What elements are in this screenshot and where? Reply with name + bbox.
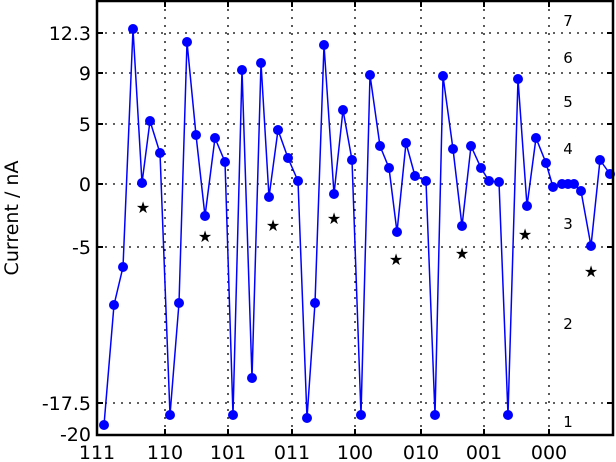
data-point-marker — [569, 179, 579, 189]
star-annotations: ★ ★ ★ ★ ★ ★ ★ ★ — [136, 198, 598, 281]
y-tick-label: 0 — [79, 174, 91, 196]
data-point-marker — [228, 410, 238, 420]
data-point-marker — [99, 420, 109, 430]
data-point-marker — [293, 176, 303, 186]
band-label: 3 — [563, 215, 573, 233]
data-point-marker — [247, 373, 257, 383]
data-point-marker — [155, 148, 165, 158]
data-point-marker — [264, 192, 274, 202]
data-point-marker — [576, 186, 586, 196]
data-series — [99, 24, 615, 430]
series-line — [103, 28, 611, 426]
band-label: 5 — [563, 93, 573, 111]
x-tick-label: 111 — [79, 442, 115, 462]
data-point-marker — [329, 189, 339, 199]
x-tick-label: 010 — [403, 442, 439, 462]
data-point-marker — [448, 144, 458, 154]
x-tick-label: 011 — [274, 442, 310, 462]
data-point-marker — [347, 155, 357, 165]
star-marker-icon: ★ — [389, 250, 403, 269]
x-tick-label: 000 — [531, 442, 567, 462]
data-point-marker — [438, 71, 448, 81]
data-point-marker — [586, 241, 596, 251]
y-tick-label: -17.5 — [42, 393, 91, 415]
data-point-marker — [137, 178, 147, 188]
data-point-marker — [531, 133, 541, 143]
data-point-marker — [457, 221, 467, 231]
data-point-marker — [256, 58, 266, 68]
band-label: 4 — [563, 140, 573, 158]
data-point-marker — [430, 410, 440, 420]
y-tick-label: 9 — [79, 63, 91, 85]
data-point-marker — [283, 153, 293, 163]
star-marker-icon: ★ — [455, 244, 469, 263]
data-point-marker — [237, 65, 247, 75]
data-point-marker — [494, 177, 504, 187]
data-point-marker — [174, 298, 184, 308]
data-point-marker — [109, 300, 119, 310]
data-point-marker — [145, 116, 155, 126]
y-axis-ticks: 12.3 9 5 0 -5 -17.5 -20 — [42, 23, 613, 446]
data-point-marker — [273, 125, 283, 135]
y-tick-label: 12.3 — [49, 23, 91, 45]
y-axis-title: Current / nA — [1, 161, 23, 276]
data-point-marker — [182, 37, 192, 47]
star-marker-icon: ★ — [136, 198, 150, 217]
y-tick-label: 5 — [79, 114, 91, 136]
band-label: 1 — [563, 413, 573, 431]
star-marker-icon: ★ — [327, 209, 341, 228]
star-marker-icon: ★ — [518, 225, 532, 244]
data-point-marker — [165, 410, 175, 420]
data-point-marker — [466, 141, 476, 151]
data-point-marker — [365, 70, 375, 80]
data-point-marker — [384, 163, 394, 173]
star-marker-icon: ★ — [584, 262, 598, 281]
data-point-marker — [200, 211, 210, 221]
band-label: 2 — [563, 315, 573, 333]
star-marker-icon: ★ — [266, 216, 280, 235]
data-point-marker — [410, 171, 420, 181]
data-point-marker — [191, 130, 201, 140]
band-label: 7 — [563, 12, 573, 30]
x-tick-label: 101 — [210, 442, 246, 462]
vertical-gridlines — [164, 1, 550, 435]
data-point-marker — [302, 413, 312, 423]
data-point-marker — [319, 40, 329, 50]
data-point-marker — [375, 141, 385, 151]
data-point-marker — [310, 298, 320, 308]
data-point-marker — [220, 157, 230, 167]
x-tick-label: 001 — [466, 442, 502, 462]
data-point-marker — [421, 176, 431, 186]
star-marker-icon: ★ — [198, 227, 212, 246]
data-point-marker — [118, 262, 128, 272]
data-point-marker — [338, 105, 348, 115]
band-labels: 7 6 5 4 3 2 1 — [563, 12, 573, 431]
data-point-marker — [401, 138, 411, 148]
y-tick-label: -20 — [60, 424, 91, 446]
data-point-marker — [128, 24, 138, 34]
data-point-marker — [484, 176, 494, 186]
data-point-marker — [210, 133, 220, 143]
data-point-marker — [548, 182, 558, 192]
data-point-marker — [356, 410, 366, 420]
band-label: 6 — [563, 49, 573, 67]
x-tick-label: 100 — [337, 442, 373, 462]
data-point-marker — [595, 155, 605, 165]
data-point-marker — [392, 227, 402, 237]
data-point-marker — [541, 158, 551, 168]
data-point-marker — [513, 74, 523, 84]
data-point-marker — [522, 201, 532, 211]
data-point-marker — [476, 163, 486, 173]
x-axis-ticks: 111 110 101 011 100 010 001 000 — [79, 1, 567, 462]
x-tick-label: 110 — [147, 442, 183, 462]
y-tick-label: -5 — [72, 237, 91, 259]
data-point-marker — [503, 410, 513, 420]
